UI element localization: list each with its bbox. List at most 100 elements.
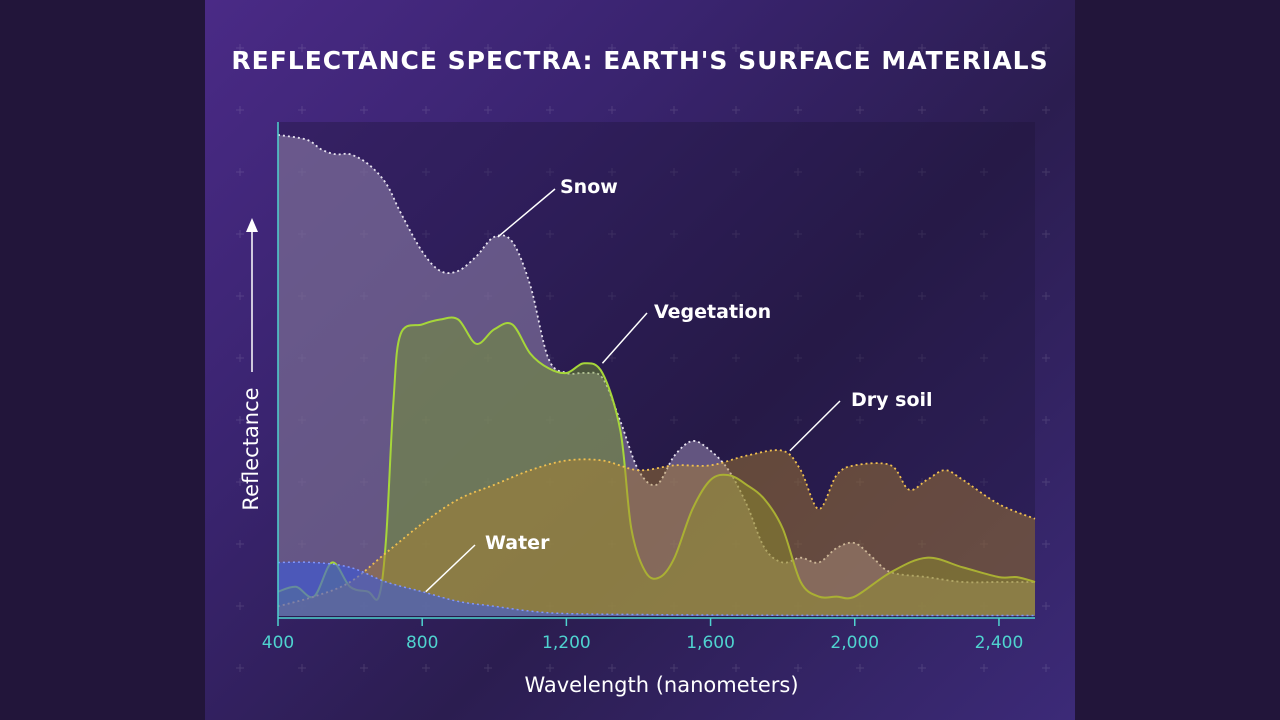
area-water	[278, 562, 1035, 616]
x-tick-label: 1,200	[542, 633, 591, 653]
background-cross	[732, 44, 740, 52]
background-cross	[422, 106, 430, 114]
background-cross	[856, 416, 864, 424]
background-cross	[546, 230, 554, 238]
background-cross	[980, 230, 988, 238]
background-cross	[236, 230, 244, 238]
background-cross	[918, 230, 926, 238]
background-cross	[918, 540, 926, 548]
background-cross	[546, 106, 554, 114]
background-cross	[546, 168, 554, 176]
series-dry-soil	[277, 449, 1036, 616]
line-snow	[277, 134, 1035, 584]
series-water	[277, 561, 1036, 617]
background-cross	[1042, 478, 1050, 486]
x-tick-label: 1,600	[686, 633, 735, 653]
background-cross	[1042, 540, 1050, 548]
background-cross	[546, 44, 554, 52]
series-labels: Snow Vegetation Dry soil Water	[425, 176, 933, 593]
background-cross	[546, 664, 554, 672]
background-cross	[794, 478, 802, 486]
background-cross	[1042, 292, 1050, 300]
background-cross	[856, 168, 864, 176]
background-cross	[236, 478, 244, 486]
background-cross	[546, 292, 554, 300]
background-cross	[856, 292, 864, 300]
background-cross	[360, 44, 368, 52]
background-cross	[918, 664, 926, 672]
background-cross	[980, 664, 988, 672]
background-cross	[608, 230, 616, 238]
chart-svg: 400 800 1,200 1,600 2,000 2,400 Wavelength (n…	[236, 44, 1050, 697]
background-cross	[1042, 416, 1050, 424]
background-cross	[918, 168, 926, 176]
area-vegetation	[278, 317, 1035, 616]
background-cross	[360, 664, 368, 672]
background-cross	[236, 168, 244, 176]
chart-title: REFLECTANCE SPECTRA: EARTH'S SURFACE MAT…	[231, 46, 1049, 75]
line-dry-soil	[277, 449, 1036, 608]
callout-line-water	[425, 544, 476, 593]
background-cross	[236, 602, 244, 610]
background-cross	[484, 230, 492, 238]
background-cross	[856, 230, 864, 238]
background-cross	[670, 292, 678, 300]
background-cross	[298, 664, 306, 672]
background-cross	[422, 168, 430, 176]
background-cross	[732, 416, 740, 424]
background-cross	[794, 292, 802, 300]
background-cross	[236, 292, 244, 300]
background-cross	[980, 478, 988, 486]
background-cross	[980, 168, 988, 176]
background-cross	[856, 478, 864, 486]
background-cross	[670, 106, 678, 114]
x-tick-label: 800	[406, 633, 438, 653]
y-axis-arrow	[246, 218, 258, 372]
x-tick-label: 2,000	[830, 633, 879, 653]
background-cross	[236, 664, 244, 672]
x-tick-label: 2,400	[975, 633, 1024, 653]
background-cross	[484, 168, 492, 176]
background-cross	[918, 44, 926, 52]
background-cross	[794, 230, 802, 238]
y-arrow-head	[246, 218, 258, 232]
background-cross	[484, 106, 492, 114]
background-cross	[1042, 354, 1050, 362]
background-cross	[1042, 664, 1050, 672]
background-cross	[608, 168, 616, 176]
background-cross	[980, 106, 988, 114]
background-cross	[732, 664, 740, 672]
background-cross	[856, 106, 864, 114]
background-cross	[980, 540, 988, 548]
background-cross	[236, 540, 244, 548]
background-cross	[794, 354, 802, 362]
background-cross	[856, 664, 864, 672]
background-cross	[980, 354, 988, 362]
y-axis-label: Reflectance	[239, 387, 263, 510]
background-cross	[608, 292, 616, 300]
x-axis-label: Wavelength (nanometers)	[524, 673, 798, 697]
background-cross	[298, 44, 306, 52]
axes	[277, 122, 1035, 619]
x-ticks: 400 800 1,200 1,600 2,000 2,400	[262, 618, 1024, 653]
callout-line-dry-soil	[789, 400, 841, 452]
background-cross	[918, 106, 926, 114]
background-cross	[980, 44, 988, 52]
background-cross	[422, 230, 430, 238]
background-cross	[670, 44, 678, 52]
background-cross	[794, 106, 802, 114]
background-cross	[422, 664, 430, 672]
background-cross	[794, 44, 802, 52]
background-cross	[608, 44, 616, 52]
left-margin	[0, 0, 205, 720]
right-margin	[1075, 0, 1280, 720]
series-label-water: Water	[485, 532, 550, 554]
background-cross	[980, 416, 988, 424]
background-cross	[1042, 168, 1050, 176]
background-cross	[236, 354, 244, 362]
series-label-dry-soil: Dry soil	[851, 389, 933, 411]
background-cross	[1042, 106, 1050, 114]
line-vegetation	[277, 316, 1036, 601]
background-cross	[670, 230, 678, 238]
